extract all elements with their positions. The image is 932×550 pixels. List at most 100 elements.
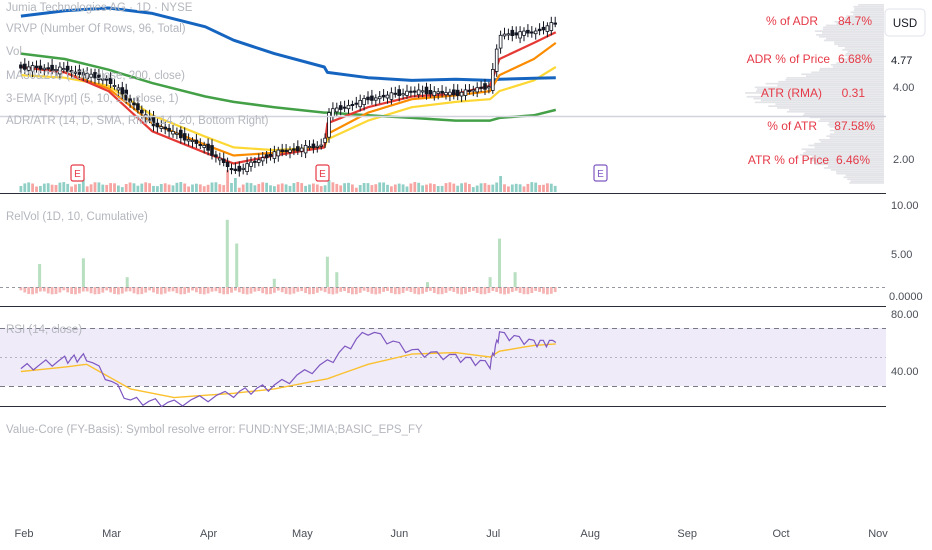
volume-profile-row	[746, 95, 884, 98]
volume-profile-row	[854, 7, 884, 10]
volume-bar	[206, 184, 210, 192]
time-axis[interactable]: Feb Mar Apr May Jun Jul Aug Sep Oct Nov	[15, 528, 889, 540]
relvol-bar	[370, 287, 374, 294]
candle-down	[225, 161, 230, 168]
relvol-label[interactable]: RelVol (1D, 10, Cumulative)	[6, 211, 148, 223]
candle-up	[217, 157, 222, 161]
relvol-bar	[74, 287, 77, 295]
indicator-legend: Jumia Technologies AG · 1D · NYSE VRVP (…	[6, 2, 269, 127]
vrvp-label[interactable]: VRVP (Number Of Rows, 96, Total)	[6, 23, 186, 35]
candle-up	[373, 97, 378, 101]
volume-profile-row	[829, 133, 884, 136]
candle-up	[385, 94, 390, 99]
volume-bar	[280, 183, 284, 192]
volume-bar	[85, 186, 89, 192]
volume-bar	[78, 183, 81, 192]
volume-profile-row	[777, 84, 884, 87]
volume-profile-row	[814, 161, 884, 164]
symbol-title[interactable]: Jumia Technologies AG · 1D · NYSE	[6, 2, 193, 14]
volume-profile-row	[836, 172, 884, 175]
candle-down	[19, 64, 23, 69]
candle-down	[354, 102, 359, 105]
relvol-bar	[19, 287, 23, 291]
volume-profile-row	[834, 43, 884, 46]
volume-bar	[273, 186, 276, 192]
candle-up	[362, 98, 366, 106]
volume-bar	[159, 184, 163, 192]
vol-label[interactable]: Vol	[6, 46, 22, 58]
adr-atr-label[interactable]: ADR/ATR (14, D, SMA, RMA, 14, 20, Bottom…	[6, 115, 269, 127]
rsi-label[interactable]: RSI (14, close)	[6, 324, 82, 336]
ema-label[interactable]: 3-EMA [Krypt] (5, 10, 20, close, 1)	[6, 93, 179, 105]
rsi-tick: 80.00	[891, 309, 919, 321]
volume-bar	[214, 182, 218, 192]
relvol-bar	[335, 272, 339, 287]
volume-bar	[452, 183, 456, 192]
candle-down	[366, 96, 370, 101]
time-tick: Mar	[102, 528, 121, 540]
candle-down	[194, 139, 199, 144]
relvol-bar	[234, 287, 237, 291]
time-tick: Jul	[486, 528, 500, 540]
candle-down	[38, 65, 43, 70]
volume-bar	[198, 184, 202, 192]
candle-down	[34, 65, 39, 69]
volume-profile-row	[819, 69, 884, 72]
ma-label[interactable]: MA30&200 (100, close, 200, close)	[6, 70, 185, 82]
relvol-bar	[452, 287, 456, 292]
candle-up	[436, 91, 440, 94]
candle-down	[268, 153, 273, 157]
candle-up	[448, 91, 452, 96]
volume-bar	[386, 184, 389, 192]
relvol-bar	[195, 287, 198, 293]
earnings-marker-3[interactable]: E	[593, 164, 608, 182]
candle-up	[471, 89, 476, 92]
candle-up	[276, 149, 281, 157]
volume-profile-row	[818, 35, 884, 38]
volume-profile-row	[845, 174, 884, 177]
currency-button[interactable]	[884, 8, 926, 37]
relvol-bar	[50, 287, 54, 295]
volume-bar	[144, 182, 148, 192]
volume-bar	[62, 182, 66, 192]
candle-down	[163, 126, 168, 130]
earnings-marker-1[interactable]: E	[70, 164, 85, 182]
earnings-marker-2[interactable]: E	[315, 164, 330, 182]
relvol-bar	[397, 287, 401, 295]
candle-down	[350, 104, 355, 107]
volume-bar	[292, 183, 296, 192]
relvol-bar	[475, 287, 479, 293]
volume-profile-row	[830, 64, 884, 66]
price-axis[interactable]: USD 4.77 4.00 2.00	[884, 8, 926, 166]
volume-bar	[42, 183, 46, 192]
candle-down	[206, 143, 210, 151]
candle-down	[483, 83, 487, 90]
candle-down	[393, 92, 398, 95]
price-candles	[19, 16, 557, 177]
volume-profile-row	[814, 142, 884, 145]
candle-down	[530, 31, 534, 34]
candle-down	[120, 87, 125, 95]
relvol-bar	[218, 287, 222, 294]
volume-profile-row	[830, 169, 884, 171]
candle-down	[381, 94, 386, 98]
volume-bar	[58, 182, 62, 192]
price-tick: 2.00	[893, 154, 914, 166]
volume-profile-row	[804, 112, 884, 115]
candle-down	[295, 146, 300, 152]
candle-up	[444, 92, 448, 96]
volume-bar	[464, 182, 467, 192]
time-tick: Feb	[15, 528, 34, 540]
candle-down	[178, 129, 183, 139]
relvol-bar	[495, 287, 499, 292]
candle-down	[541, 26, 546, 31]
time-tick: Sep	[677, 528, 697, 540]
relvol-bar	[81, 287, 85, 292]
volume-bar	[312, 183, 315, 192]
candle-down	[214, 154, 218, 158]
candle-down	[338, 105, 343, 110]
relvol-bar	[125, 277, 129, 287]
candle-down	[451, 89, 456, 96]
candle-down	[65, 65, 70, 72]
volume-bar	[347, 182, 350, 192]
